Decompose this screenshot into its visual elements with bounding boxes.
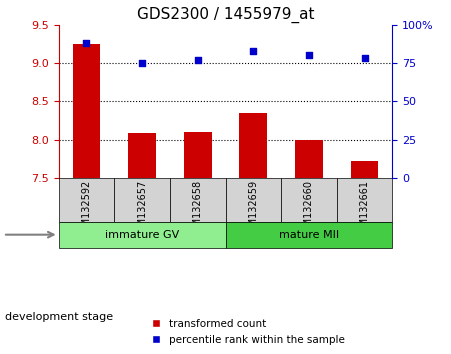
Text: GSM132658: GSM132658 bbox=[193, 180, 202, 239]
Bar bbox=[73, 44, 100, 178]
Point bbox=[138, 60, 146, 66]
Point bbox=[250, 48, 257, 53]
Text: GSM132592: GSM132592 bbox=[82, 180, 92, 239]
Title: GDS2300 / 1455979_at: GDS2300 / 1455979_at bbox=[137, 7, 314, 23]
FancyBboxPatch shape bbox=[114, 178, 170, 222]
Text: GSM132659: GSM132659 bbox=[249, 180, 258, 239]
Text: GSM132661: GSM132661 bbox=[359, 180, 369, 239]
Bar bbox=[295, 139, 323, 178]
FancyBboxPatch shape bbox=[59, 222, 226, 248]
Point bbox=[83, 40, 90, 46]
Bar bbox=[351, 161, 378, 178]
Point bbox=[194, 57, 201, 63]
FancyBboxPatch shape bbox=[59, 178, 114, 222]
Bar bbox=[184, 132, 212, 178]
FancyBboxPatch shape bbox=[226, 222, 392, 248]
Point bbox=[361, 56, 368, 61]
FancyBboxPatch shape bbox=[281, 178, 337, 222]
Legend: transformed count, percentile rank within the sample: transformed count, percentile rank withi… bbox=[147, 315, 350, 349]
Text: immature GV: immature GV bbox=[105, 230, 179, 240]
Text: mature MII: mature MII bbox=[279, 230, 339, 240]
Point bbox=[305, 52, 313, 58]
FancyBboxPatch shape bbox=[170, 178, 226, 222]
Text: development stage: development stage bbox=[5, 312, 113, 322]
FancyBboxPatch shape bbox=[337, 178, 392, 222]
FancyBboxPatch shape bbox=[226, 178, 281, 222]
Text: GSM132657: GSM132657 bbox=[137, 180, 147, 239]
Bar bbox=[239, 113, 267, 178]
Text: GSM132660: GSM132660 bbox=[304, 180, 314, 239]
Bar bbox=[128, 133, 156, 178]
